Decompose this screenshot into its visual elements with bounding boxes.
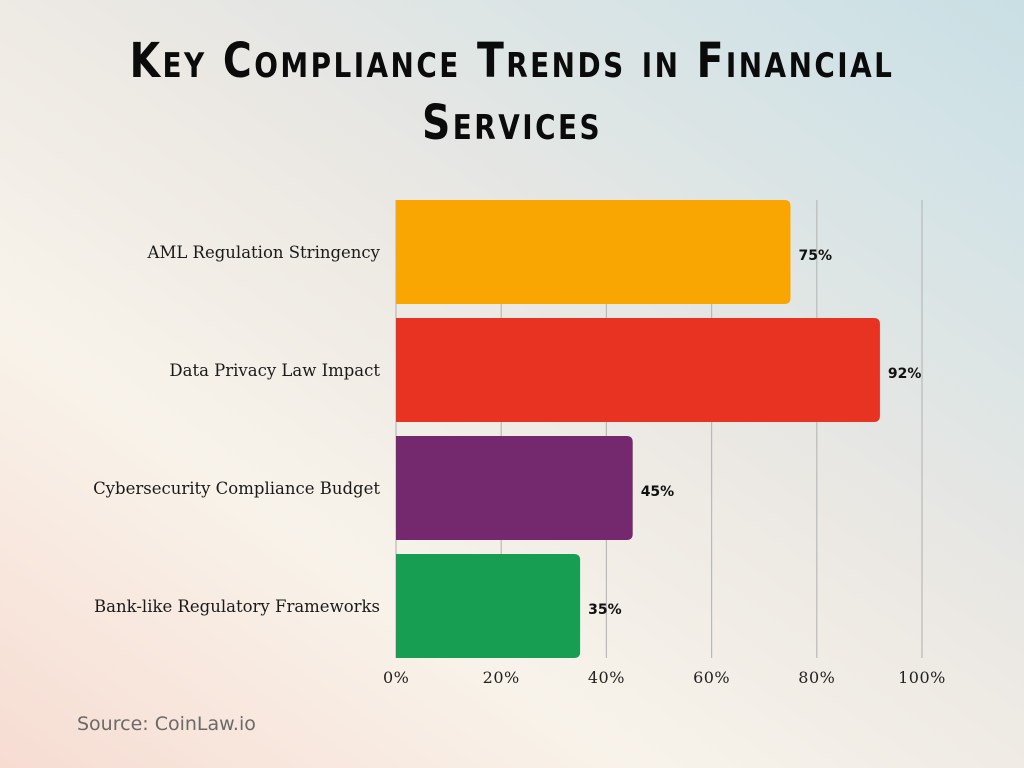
data-label: 35% [588, 602, 622, 618]
bar [396, 436, 633, 540]
data-label: 75% [799, 248, 833, 264]
x-tick-label: 100% [898, 668, 946, 687]
chart-title: Key Compliance Trends in Financial Servi… [129, 33, 895, 151]
category-label: Bank-like Regulatory Frameworks [94, 597, 380, 616]
bar [396, 554, 581, 658]
category-label: Data Privacy Law Impact [169, 361, 380, 380]
x-tick-label: 20% [483, 668, 520, 687]
x-tick-label: 80% [798, 668, 835, 687]
category-label: Cybersecurity Compliance Budget [93, 479, 380, 498]
data-label: 92% [888, 366, 922, 382]
x-tick-label: 40% [588, 668, 625, 687]
bar [396, 200, 791, 304]
x-tick-label: 0% [383, 668, 409, 687]
x-tick-label: 60% [693, 668, 730, 687]
category-label: AML Regulation Stringency [147, 243, 381, 262]
data-label: 45% [641, 484, 675, 500]
source-note: Source: CoinLaw.io [77, 713, 256, 735]
bar [396, 318, 880, 422]
